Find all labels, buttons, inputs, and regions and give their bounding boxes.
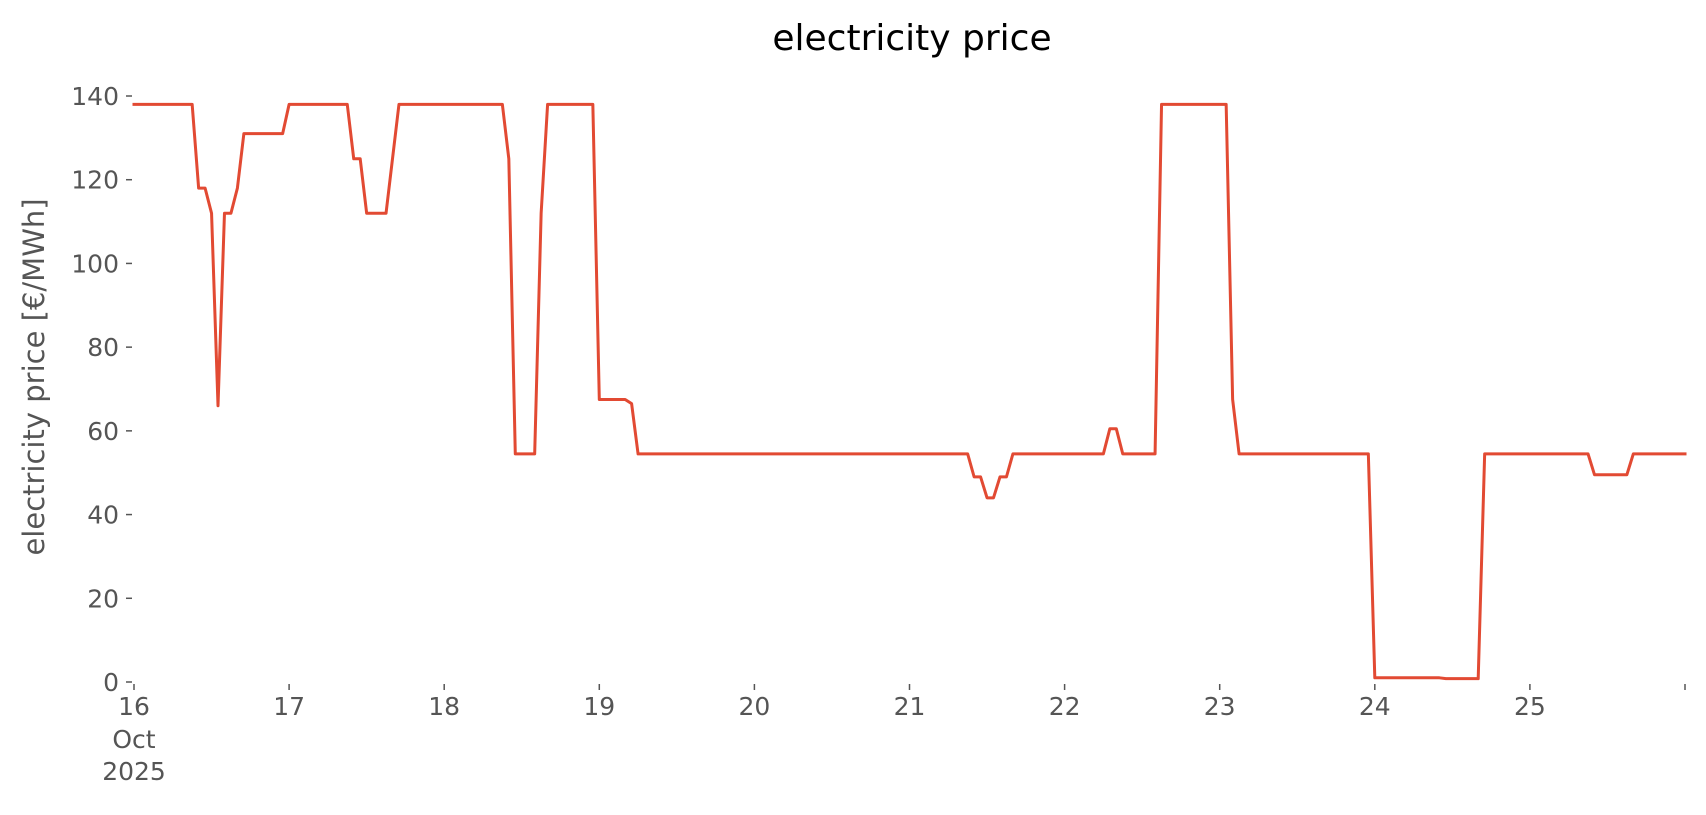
plot-area <box>132 102 1687 681</box>
y-tick-label: 140 <box>71 82 119 111</box>
y-tick-label: 60 <box>87 417 119 446</box>
x-tick-label: 16 <box>118 692 150 721</box>
x-tick-label: 19 <box>583 692 615 721</box>
y-tick-label: 40 <box>87 501 119 530</box>
y-axis-label: electricity price [€/MWh] <box>17 198 51 555</box>
x-axis: 16 Oct 2025 17 18 19 20 21 22 23 24 25 <box>102 684 1686 786</box>
x-tick-label: 21 <box>894 692 926 721</box>
x-tick-label: 23 <box>1204 692 1236 721</box>
y-tick-label: 120 <box>71 166 119 195</box>
x-tick-label: 25 <box>1514 692 1546 721</box>
y-tick-label: 20 <box>87 584 119 613</box>
series-line <box>132 102 1687 681</box>
x-tick-label: 24 <box>1359 692 1391 721</box>
y-tick-label: 80 <box>87 333 119 362</box>
x-tick-label: 17 <box>273 692 305 721</box>
y-tick-label: 0 <box>103 668 119 697</box>
x-tick-sublabel: 2025 <box>102 757 166 786</box>
x-tick-sublabel: Oct <box>112 725 155 754</box>
chart-title: electricity price <box>772 18 1051 59</box>
x-tick-label: 22 <box>1049 692 1081 721</box>
x-tick-label: 18 <box>428 692 460 721</box>
x-tick-label: 20 <box>738 692 770 721</box>
y-axis: 0 20 40 60 80 100 120 140 <box>71 82 132 697</box>
y-tick-label: 100 <box>71 249 119 278</box>
